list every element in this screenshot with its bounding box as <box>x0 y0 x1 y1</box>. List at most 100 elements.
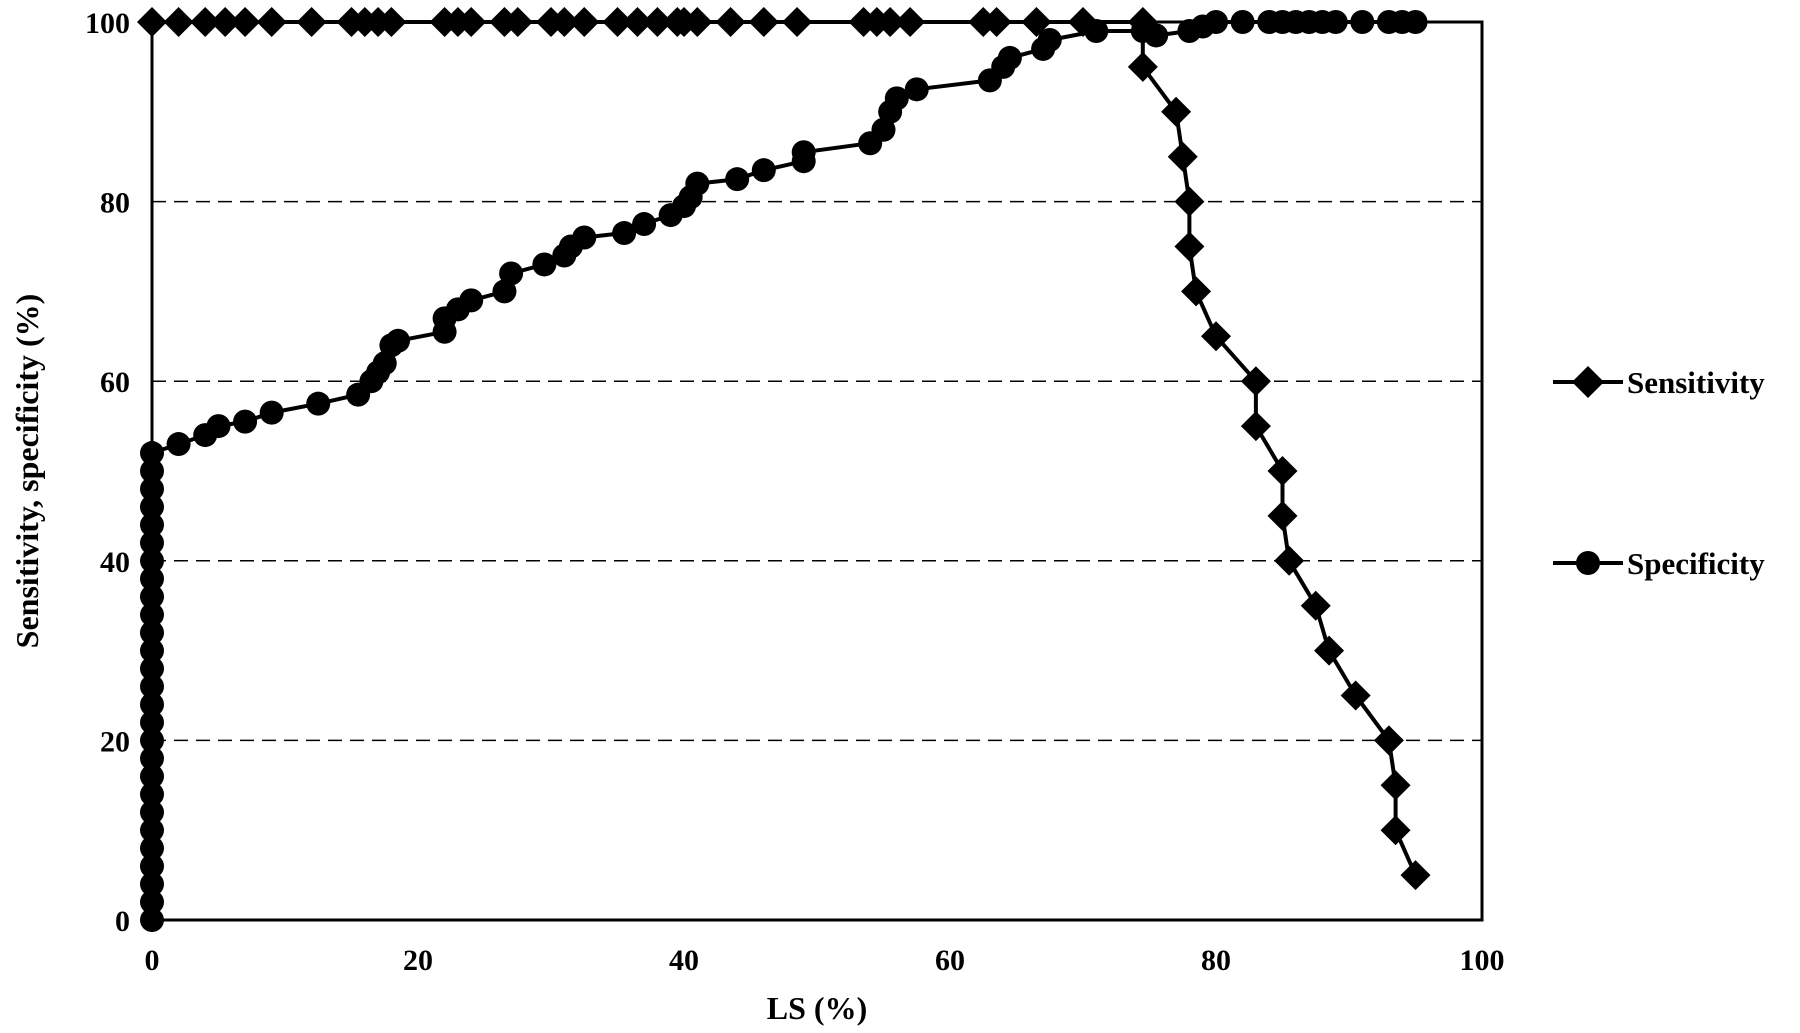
data-point-sensitivity <box>210 7 241 37</box>
data-point-sensitivity <box>1267 456 1298 486</box>
data-point-sensitivity <box>1240 411 1271 442</box>
x-axis-title: LS (%) <box>767 990 867 1026</box>
data-point-sensitivity <box>1267 500 1298 531</box>
data-point-sensitivity <box>1274 545 1305 576</box>
data-point-specificity <box>140 584 164 609</box>
data-point-specificity <box>791 140 816 165</box>
x-tick-label: 40 <box>669 944 699 977</box>
data-point-sensitivity <box>1300 590 1331 621</box>
data-point-sensitivity <box>230 7 261 37</box>
legend-item-sensitivity: Sensitivity <box>1553 365 1765 400</box>
legend-label-sensitivity: Sensitivity <box>1627 365 1765 400</box>
y-tick-label: 80 <box>100 187 130 220</box>
data-point-specificity <box>1084 18 1109 43</box>
data-point-sensitivity <box>1201 321 1231 352</box>
data-point-specificity <box>140 566 164 591</box>
legend-item-specificity: Specificity <box>1553 546 1765 581</box>
data-point-specificity <box>612 221 637 246</box>
y-tick-label: 40 <box>100 546 130 579</box>
data-point-specificity <box>884 86 909 111</box>
data-point-specificity <box>140 764 164 789</box>
data-point-specificity <box>140 746 164 771</box>
data-point-specificity <box>140 782 164 807</box>
data-point-sensitivity <box>1400 860 1431 891</box>
data-point-sensitivity <box>163 7 194 37</box>
data-point-specificity <box>499 261 524 286</box>
y-axis-title: Sensitivity, specificity (%) <box>9 294 45 649</box>
data-point-specificity <box>386 328 411 353</box>
data-point-specificity <box>140 602 164 627</box>
data-point-sensitivity <box>782 7 813 37</box>
data-point-specificity <box>140 476 164 501</box>
x-tick-label: 60 <box>935 944 965 977</box>
data-point-specificity <box>140 872 164 897</box>
data-point-sensitivity <box>1181 276 1212 307</box>
data-point-sensitivity <box>137 7 167 37</box>
series-lines <box>150 20 1418 920</box>
data-point-specificity <box>140 710 164 735</box>
legend-label-specificity: Specificity <box>1627 546 1765 581</box>
data-point-specificity <box>751 158 776 183</box>
data-point-sensitivity <box>642 7 673 37</box>
data-point-sensitivity <box>456 7 487 37</box>
data-point-sensitivity <box>502 7 533 37</box>
data-point-specificity <box>572 225 597 250</box>
data-point-sensitivity <box>1314 635 1345 666</box>
data-point-sensitivity <box>1380 770 1411 801</box>
data-point-specificity <box>140 548 164 573</box>
data-point-sensitivity <box>981 7 1012 37</box>
y-tick-label: 60 <box>100 366 130 399</box>
data-point-specificity <box>140 494 164 519</box>
data-point-specificity <box>259 400 284 425</box>
data-point-sensitivity <box>682 7 713 37</box>
data-point-specificity <box>1230 10 1255 34</box>
legend-diamond-marker <box>1572 366 1604 398</box>
data-point-specificity <box>140 818 164 843</box>
data-point-specificity <box>140 512 164 537</box>
data-point-sensitivity <box>569 7 600 37</box>
data-point-sensitivity <box>1127 51 1158 82</box>
data-point-specificity <box>1403 10 1428 34</box>
series-line-specificity <box>150 20 1416 920</box>
data-point-sensitivity <box>1161 96 1192 127</box>
data-point-specificity <box>140 836 164 861</box>
data-point-specificity <box>140 638 164 663</box>
data-point-sensitivity <box>602 7 633 37</box>
data-point-specificity <box>233 409 258 434</box>
x-tick-label: 20 <box>403 944 433 977</box>
legend: Sensitivity Specificity <box>1553 365 1765 581</box>
data-point-specificity <box>904 77 929 102</box>
data-point-specificity <box>632 212 657 237</box>
data-point-sensitivity <box>895 7 926 37</box>
data-point-specificity <box>140 800 164 825</box>
data-point-specificity <box>1037 27 1062 52</box>
y-tick-label: 20 <box>100 725 130 758</box>
data-point-specificity <box>140 890 164 915</box>
x-tick-label: 0 <box>145 944 160 977</box>
data-point-sensitivity <box>1174 231 1205 262</box>
y-tick-label: 100 <box>85 7 130 40</box>
data-point-sensitivity <box>1174 186 1205 217</box>
x-tick-label: 100 <box>1460 944 1505 977</box>
data-point-sensitivity <box>1340 680 1371 711</box>
data-point-specificity <box>997 45 1022 70</box>
data-point-sensitivity <box>875 7 906 37</box>
data-point-sensitivity <box>1167 141 1198 172</box>
data-point-specificity <box>1350 10 1375 34</box>
data-point-sensitivity <box>376 7 407 37</box>
data-point-specificity <box>725 167 750 192</box>
data-point-specificity <box>166 432 191 457</box>
data-point-specificity <box>306 391 331 416</box>
data-point-sensitivity <box>622 7 653 37</box>
data-point-sensitivity <box>190 7 221 37</box>
data-point-specificity <box>140 441 164 466</box>
data-point-specificity <box>140 854 164 879</box>
data-point-sensitivity <box>296 7 327 37</box>
data-point-specificity <box>140 692 164 717</box>
data-point-sensitivity <box>715 7 746 37</box>
data-point-sensitivity <box>549 7 580 37</box>
data-point-specificity <box>140 908 164 932</box>
data-point-sensitivity <box>1240 366 1271 397</box>
legend-circle-marker <box>1576 551 1600 575</box>
series-line-sensitivity <box>152 20 1418 876</box>
